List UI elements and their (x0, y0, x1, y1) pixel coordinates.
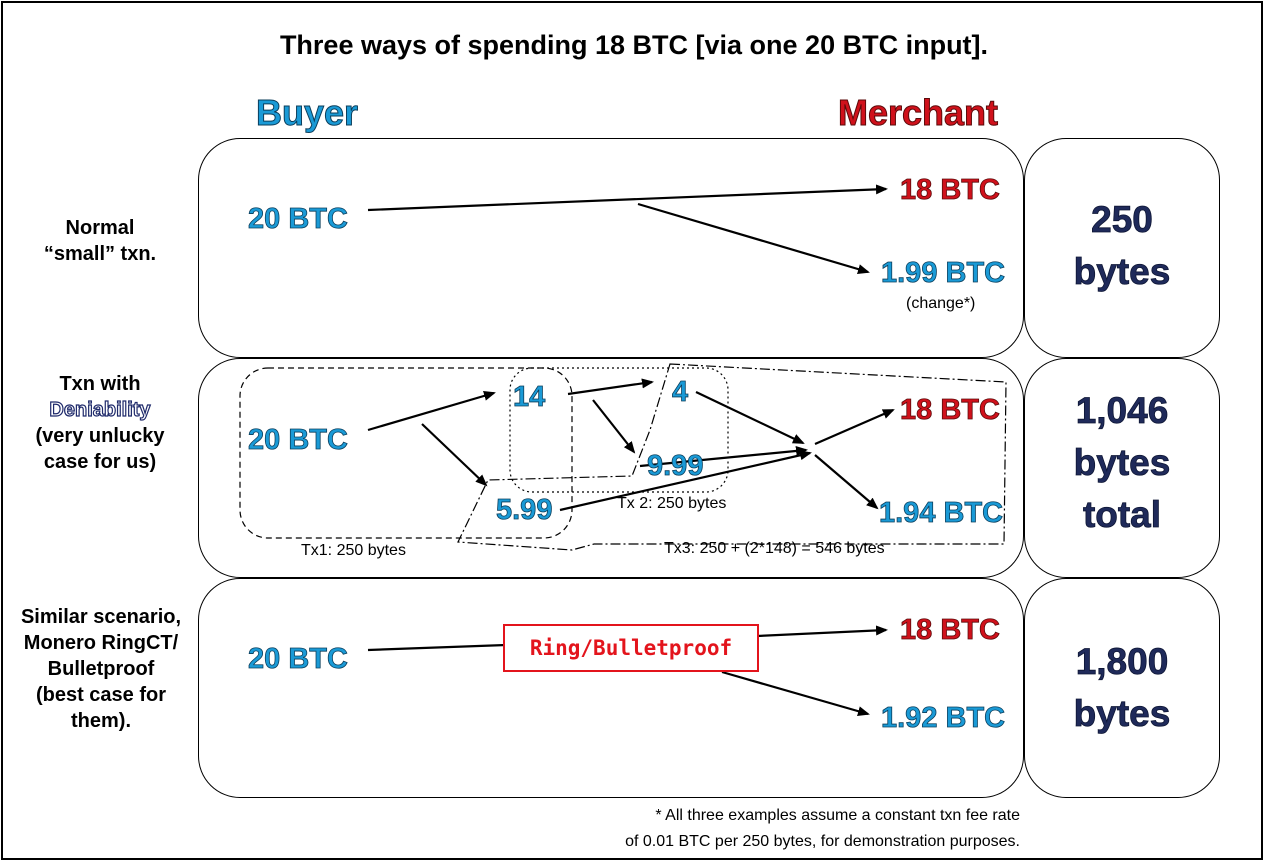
row2-panel (198, 358, 1024, 578)
row1-merchant-output: 18 BTC (900, 174, 1001, 207)
row2-bytes: 1,046 bytes total (1024, 385, 1220, 541)
row2-merchant-output: 18 BTC (900, 394, 1001, 427)
row3-change-output: 1.92 BTC (881, 702, 1006, 735)
row1-change-output: 1.99 BTC (881, 257, 1006, 290)
row3-label: Similar scenario, Monero RingCT/ Bulletp… (16, 604, 186, 734)
footnote-line: of 0.01 BTC per 250 bytes, for demonstra… (625, 833, 1020, 850)
deniability-label: Deniability (49, 398, 151, 421)
row1-label-line: “small” txn. (43, 243, 157, 265)
row2-bytes-panel (1024, 358, 1220, 578)
row1-bytes-unit: bytes (1073, 251, 1171, 293)
row3-bytes: 1,800 bytes (1024, 636, 1220, 740)
row1-bytes-value: 250 (1091, 199, 1154, 241)
row3-arrows (367, 625, 888, 717)
intermediate-9-99: 9.99 (647, 450, 704, 483)
footnote-line: * All three examples assume a constant t… (655, 807, 1020, 824)
tx3-group (457, 363, 1007, 551)
row1-bytes-panel (1024, 138, 1220, 358)
buyer-header: Buyer (255, 92, 359, 134)
row2-label-line: case for us) (43, 451, 157, 473)
row2-bytes-value: 1,046 (1075, 390, 1169, 432)
tx2-group (509, 367, 729, 493)
row1-bytes: 250 bytes (1024, 194, 1220, 298)
row3-label-line: Monero RingCT/ (23, 632, 179, 654)
row2-label-line: Txn with (59, 373, 141, 395)
tx1-group (239, 367, 573, 539)
row3-merchant-output: 18 BTC (900, 614, 1001, 647)
merchant-header: Merchant (837, 92, 999, 134)
intermediate-4: 4 (672, 376, 689, 409)
row1-label-line: Normal (65, 217, 135, 239)
row2-arrows (367, 378, 895, 512)
diagram-title: Three ways of spending 18 BTC [via one 2… (279, 30, 989, 60)
tx3-label: Tx3: 250 + (2*148) = 546 bytes (664, 540, 885, 557)
row3-bytes-value: 1,800 (1075, 641, 1169, 683)
intermediate-14: 14 (513, 381, 546, 414)
row2-label: Txn with Deniability (very unlucky case … (18, 371, 182, 475)
row1-label: Normal “small” txn. (20, 215, 180, 267)
row3-label-line: Similar scenario, (20, 606, 182, 628)
intermediate-5-99: 5.99 (496, 494, 553, 527)
row2-input: 20 BTC (248, 424, 349, 457)
row3-bytes-unit: bytes (1073, 693, 1171, 735)
tx1-label: Tx1: 250 bytes (301, 542, 406, 559)
footnote: * All three examples assume a constant t… (520, 803, 1020, 855)
row3-input: 20 BTC (248, 643, 349, 676)
row2-bytes-total: total (1082, 494, 1162, 536)
row1-arrows (367, 184, 888, 274)
row1-change-note: (change*) (906, 295, 976, 312)
row1-input: 20 BTC (248, 203, 349, 236)
row3-label-line: (best case for (35, 684, 167, 706)
row1-panel (198, 138, 1024, 358)
row3-bytes-panel (1024, 578, 1220, 798)
row3-label-line: Bulletproof (47, 658, 155, 680)
row2-label-line: (very unlucky (35, 425, 165, 447)
row3-label-line: them). (71, 710, 131, 732)
row3-panel (198, 578, 1024, 798)
row2-change-output: 1.94 BTC (879, 497, 1004, 530)
row2-bytes-unit: bytes (1073, 442, 1171, 484)
tx2-label: Tx 2: 250 bytes (617, 495, 727, 512)
ring-bulletproof-box: Ring/Bulletproof (503, 624, 759, 672)
